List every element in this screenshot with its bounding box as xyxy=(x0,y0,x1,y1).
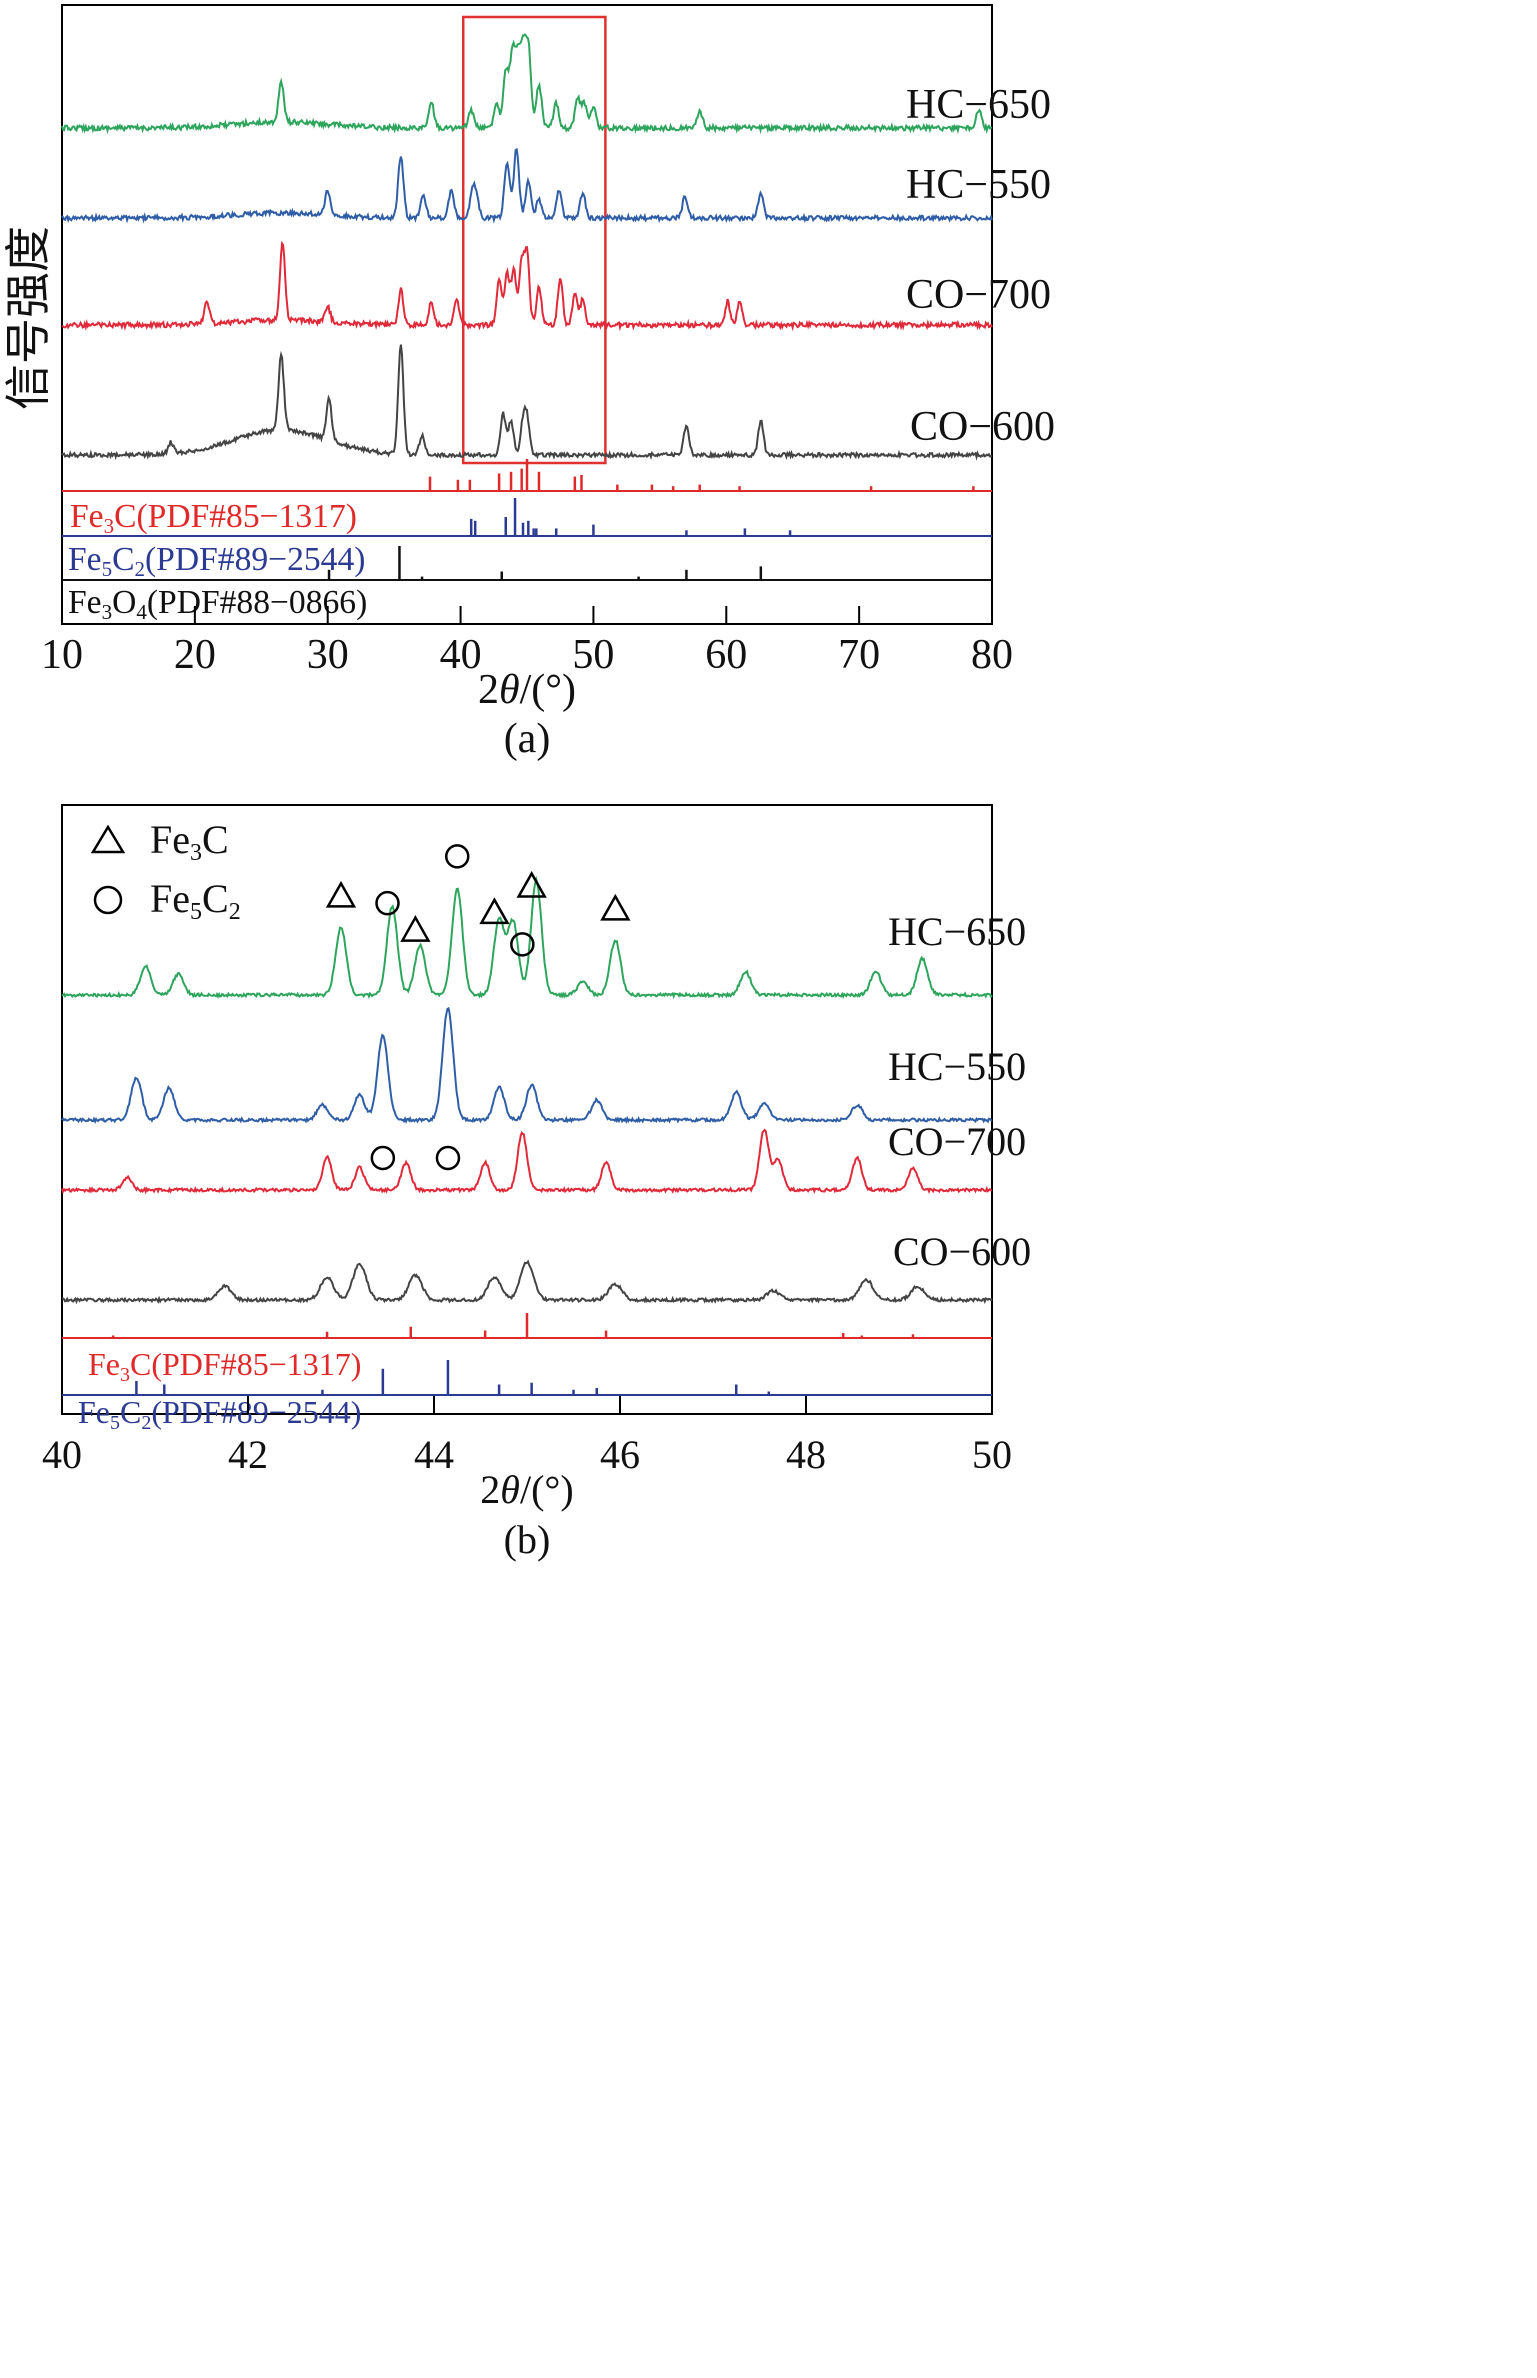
x-tick-label-4: 46 xyxy=(600,1432,640,1477)
reference-label-part-2-2: 5 xyxy=(102,557,113,581)
x-tick-label-4: 40 xyxy=(440,632,482,678)
x-tick-label-5: 48 xyxy=(786,1432,826,1477)
legend-triangle-icon xyxy=(90,824,126,854)
series-line-2 xyxy=(61,1006,993,1125)
series-label-4: CO−600 xyxy=(910,404,1055,450)
series-line-3 xyxy=(61,240,993,332)
x-tick-label-5: 50 xyxy=(572,632,614,678)
marker-circle-1-2 xyxy=(375,890,400,916)
x-axis-label: 2θ/(°) xyxy=(480,1467,573,1512)
x-tick-label-1: 10 xyxy=(41,632,83,678)
x-tick-label-8: 80 xyxy=(971,632,1013,678)
x-tick-label-1: 40 xyxy=(42,1432,82,1477)
x-tick-label-2: 20 xyxy=(174,632,216,678)
reference-label-part-3-5: (PDF#88−0866) xyxy=(147,584,367,621)
reference-label-part-2-3: C xyxy=(112,541,134,578)
highlight-box xyxy=(461,15,607,465)
series-line-4 xyxy=(61,344,993,461)
x-tick-label-6: 50 xyxy=(972,1432,1012,1477)
legend-label-part-1-1: Fe xyxy=(150,817,190,862)
reference-label-part-1-1: Fe xyxy=(88,1346,120,1382)
legend-label-part-2-2: 5 xyxy=(190,899,202,925)
series-label-3: CO−700 xyxy=(888,1119,1026,1164)
plot-frame xyxy=(61,4,993,625)
reference-label-part-2-4: 2 xyxy=(135,557,146,581)
reference-label-part-2-5: (PDF#89−2544) xyxy=(145,541,365,578)
reference-label-part-2-1: Fe xyxy=(68,541,102,578)
series-line-2 xyxy=(61,147,993,224)
x-tick-label-3: 44 xyxy=(414,1432,454,1477)
reference-label-part-2-1: Fe xyxy=(78,1394,110,1430)
marker-circle-3-2 xyxy=(435,1145,461,1171)
legend-label-part-1-2: 3 xyxy=(190,840,202,866)
series-label-2: HC−550 xyxy=(888,1044,1026,1089)
reference-label-part-1-2: 3 xyxy=(120,1364,130,1386)
legend-label-1: Fe3C xyxy=(150,817,229,866)
legend-label-part-2-3: C xyxy=(202,876,229,921)
y-axis-label: 信号强度 xyxy=(1,226,55,410)
marker-triangle-1-1 xyxy=(325,880,357,908)
series-line-1 xyxy=(61,875,993,1000)
series-line-4 xyxy=(61,1259,993,1305)
marker-triangle-1-3 xyxy=(400,915,431,942)
series-line-1 xyxy=(61,33,993,135)
reference-label-1: Fe3C(PDF#85−1317) xyxy=(88,1346,361,1386)
marker-triangle-1-5 xyxy=(479,897,510,925)
series-label-2: HC−550 xyxy=(906,162,1051,208)
reference-label-part-3-4: 4 xyxy=(136,600,147,624)
plot-frame xyxy=(61,804,993,1415)
panel-label: (b) xyxy=(504,1517,551,1562)
reference-label-part-3-3: O xyxy=(112,584,136,621)
x-axis-label-part-1: 2 xyxy=(478,667,499,713)
x-axis-label-part-1: 2 xyxy=(480,1467,500,1512)
x-axis-label: 2θ/(°) xyxy=(478,667,576,713)
series-label-3: CO−700 xyxy=(906,272,1051,318)
legend-circle-icon xyxy=(93,885,123,915)
series-label-1: HC−650 xyxy=(888,909,1026,954)
reference-label-2: Fe5C2(PDF#89−2544) xyxy=(68,541,365,581)
reference-label-part-2-5: (PDF#89−2544) xyxy=(151,1394,361,1430)
legend-label-2: Fe5C2 xyxy=(150,876,241,925)
x-axis-label-part-2: θ xyxy=(499,667,520,713)
reference-label-part-3-2: 3 xyxy=(102,600,113,624)
reference-label-2: Fe5C2(PDF#89−2544) xyxy=(78,1394,361,1434)
marker-triangle-1-8 xyxy=(600,893,631,921)
x-axis-label-part-2: θ xyxy=(500,1467,520,1512)
legend-label-part-2-1: Fe xyxy=(150,876,190,921)
x-tick-label-2: 42 xyxy=(228,1432,268,1477)
panel-label: (a) xyxy=(504,716,551,762)
series-label-4: CO−600 xyxy=(893,1229,1031,1274)
legend-label-part-2-4: 2 xyxy=(229,899,241,925)
reference-label-part-2-2: 5 xyxy=(110,1412,120,1434)
x-tick-label-6: 60 xyxy=(705,632,747,678)
x-axis-label-part-3: /(°) xyxy=(520,667,576,713)
reference-label-part-2-3: C xyxy=(120,1394,141,1430)
reference-label-part-1-2: 3 xyxy=(104,514,115,538)
marker-circle-1-6 xyxy=(510,932,535,957)
panel-b: HC−650HC−550CO−700CO−600Fe3C(PDF#85−1317… xyxy=(42,804,1031,1562)
marker-circle-3-1 xyxy=(370,1145,396,1171)
series-line-3 xyxy=(61,1128,993,1195)
series-label-1: HC−650 xyxy=(906,82,1051,128)
reference-label-part-1-1: Fe xyxy=(70,498,104,535)
legend-label-part-1-3: C xyxy=(202,817,229,862)
reference-label-3: Fe3O4(PDF#88−0866) xyxy=(68,584,367,624)
reference-label-1: Fe3C(PDF#85−1317) xyxy=(70,498,357,538)
x-tick-label-7: 70 xyxy=(838,632,880,678)
x-tick-label-3: 30 xyxy=(307,632,349,678)
reference-label-part-3-1: Fe xyxy=(68,584,102,621)
x-axis-label-part-3: /(°) xyxy=(520,1467,574,1512)
reference-label-part-1-3: C(PDF#85−1317) xyxy=(114,498,357,535)
marker-circle-1-4 xyxy=(445,844,470,869)
reference-label-part-2-4: 2 xyxy=(141,1412,151,1434)
panel-a: HC−650HC−550CO−700CO−600Fe3C(PDF#85−1317… xyxy=(1,4,1055,762)
reference-label-part-1-3: C(PDF#85−1317) xyxy=(130,1346,361,1382)
marker-triangle-1-7 xyxy=(516,870,547,898)
